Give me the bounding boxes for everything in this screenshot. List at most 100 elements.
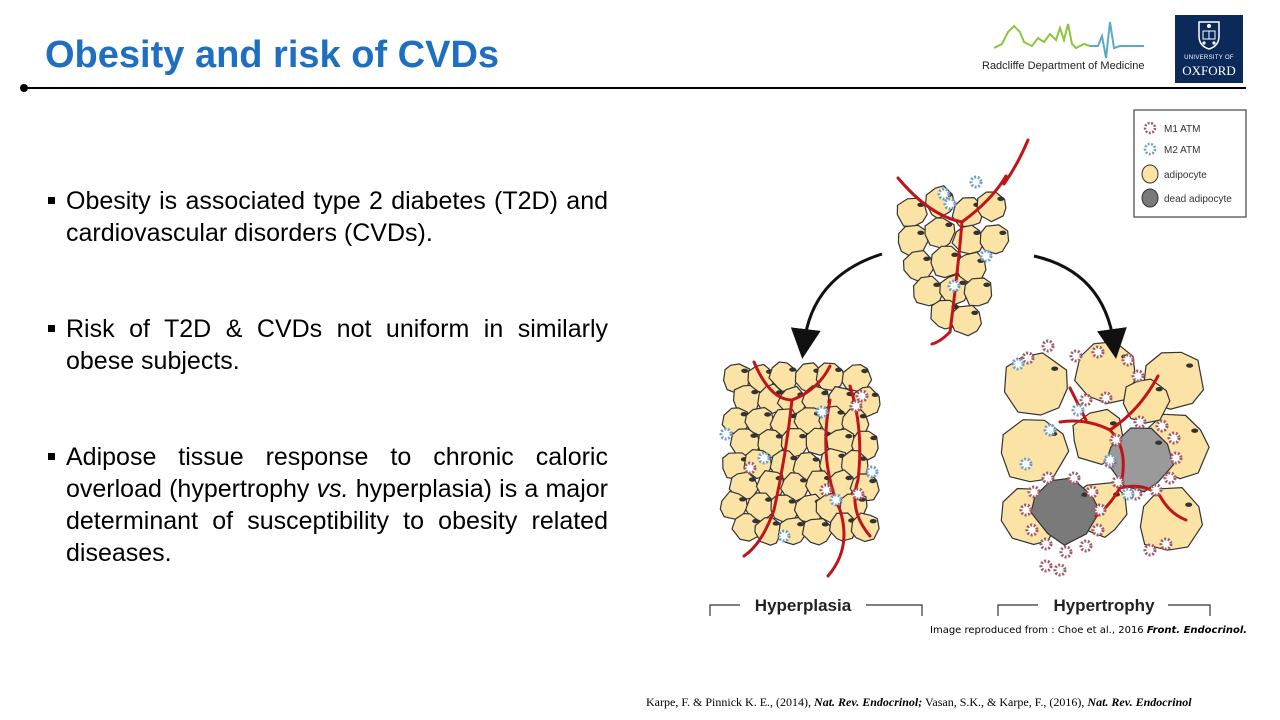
reference-text-1: Karpe, F. & Pinnick K. E., (2014), <box>646 695 815 709</box>
credit-text: Image reproduced from : Choe et al., 201… <box>930 625 1147 636</box>
oxford-logo: UNIVERSITY OF OXFORD <box>1175 15 1243 83</box>
adipose-diagram-svg: M1 ATM M2 ATM adipocyte dead adipocyte H… <box>709 109 1247 616</box>
hyperplasia-label-group: Hyperplasia <box>709 596 923 616</box>
m1-macrophage <box>1041 339 1055 353</box>
ecg-skyline-icon <box>994 21 1144 59</box>
cell-nucleus <box>997 196 1005 201</box>
adipocyte-cell <box>979 224 1010 255</box>
dead-adipocyte-legend-icon <box>1141 188 1159 208</box>
m1-macrophage <box>1039 537 1053 551</box>
adipocyte-cell <box>1000 419 1070 483</box>
cell-nucleus <box>775 390 783 395</box>
m1-macrophage <box>1149 483 1163 497</box>
slide-title: Obesity and risk of CVDs <box>45 34 500 76</box>
m1-macrophage <box>1159 537 1173 551</box>
m1-macrophage <box>1169 451 1183 465</box>
cell-nucleus <box>775 434 783 439</box>
m2-macrophage <box>943 197 957 211</box>
cell-nucleus <box>750 433 758 438</box>
m1-macrophage <box>1121 353 1135 367</box>
m2-macrophage <box>777 529 791 543</box>
m1-macrophage <box>1079 393 1093 407</box>
cell-nucleus <box>1186 363 1194 368</box>
m1-macrophage <box>1067 471 1081 485</box>
m2-macrophage <box>1019 457 1033 471</box>
m2-macrophage <box>1103 453 1117 467</box>
cell-nucleus <box>870 435 878 441</box>
bullet-text-emphasis: vs. <box>316 475 349 503</box>
cell-nucleus <box>764 412 772 417</box>
cell-nucleus <box>845 434 853 439</box>
bracket-left <box>997 604 1038 616</box>
bullet-text-pre: Adipose tissue response to chronic calor… <box>66 443 608 503</box>
adipocyte-cell <box>951 304 983 337</box>
cell-nucleus <box>859 456 867 461</box>
m1-macrophage <box>1111 475 1125 489</box>
cell-nucleus <box>800 478 807 483</box>
legend-m1-label: M1 ATM <box>1164 124 1200 135</box>
reference-text-2: Vasan, S.K., & Karpe, F., (2016), <box>922 695 1088 709</box>
m1-macrophage <box>1091 523 1105 537</box>
blood-vessel <box>930 220 964 346</box>
adipocyte-cell <box>1139 486 1204 551</box>
bullet-item: Risk of T2D & CVDs not uniform in simila… <box>48 313 608 377</box>
bullet-text-post: hyperplasia) is a major determinant of s… <box>66 475 608 567</box>
cell-nucleus <box>1081 492 1089 497</box>
hypertrophy-label-group: Hypertrophy <box>997 596 1211 616</box>
m1-macrophage <box>1155 419 1169 433</box>
m2-macrophage <box>969 175 983 189</box>
cell-nucleus <box>1109 421 1117 426</box>
cell-nucleus <box>788 499 796 504</box>
arrow-to-hypertrophy <box>1033 254 1127 359</box>
cell-nucleus <box>933 282 941 287</box>
cell-nucleus <box>748 477 756 482</box>
legend-adipocyte-label: adipocyte <box>1164 170 1207 181</box>
cell-nucleus <box>1155 440 1163 445</box>
m1-macrophage <box>743 461 757 475</box>
cell-nucleus <box>790 455 798 461</box>
m1-macrophage <box>1163 471 1177 485</box>
legend-m2-label: M2 ATM <box>1164 145 1200 156</box>
bullet-text: Obesity is associated type 2 diabetes (T… <box>66 187 608 247</box>
m1-macrophage <box>1093 503 1107 517</box>
m2-macrophage <box>865 465 879 479</box>
m1-macrophage <box>1133 415 1147 429</box>
cell-nucleus <box>797 522 805 527</box>
cell-nucleus <box>971 310 979 315</box>
cell-nucleus <box>945 222 953 227</box>
cell-nucleus <box>812 457 820 462</box>
m1-macrophage <box>855 389 869 403</box>
bullet-item: Obesity is associated type 2 diabetes (T… <box>48 185 608 249</box>
blood-vessel <box>1058 419 1125 518</box>
m1-macrophage <box>1041 471 1055 485</box>
m2-macrophage <box>1011 357 1025 371</box>
radcliffe-logo: Radcliffe Department of Medicine <box>982 18 1154 80</box>
legend-dead-adipocyte-label: dead adipocyte <box>1164 194 1232 205</box>
m1-macrophage <box>1143 543 1157 557</box>
legend: M1 ATM M2 ATM adipocyte dead adipocyte <box>1133 109 1247 218</box>
reference-journal-2: Nat. Rev. Endocrinol <box>1087 695 1192 709</box>
m1-macrophage <box>1021 351 1035 365</box>
oxford-big-text: OXFORD <box>1182 63 1236 78</box>
m1-macrophage <box>819 483 833 497</box>
hypertrophy-label: Hypertrophy <box>1053 596 1155 615</box>
m1-macrophage <box>1059 545 1073 559</box>
blood-vessel <box>1002 138 1030 186</box>
cell-nucleus <box>799 434 807 439</box>
m1-macrophage <box>1109 433 1123 447</box>
hyperplasia-label: Hyperplasia <box>755 596 852 615</box>
m1-macrophage <box>1079 539 1093 553</box>
m1-macrophage <box>1091 345 1105 359</box>
adipose-diagram: M1 ATM M2 ATM adipocyte dead adipocyte H… <box>700 100 1260 640</box>
square-bullet-icon <box>48 197 55 204</box>
m1-macrophage <box>1099 391 1113 405</box>
m2-macrophage <box>719 427 733 441</box>
cell-nucleus <box>1191 428 1199 433</box>
m1-macrophage <box>1131 369 1145 383</box>
m1-macrophage <box>1167 431 1181 445</box>
cell-nucleus <box>917 230 925 235</box>
m2-macrophage <box>757 451 771 465</box>
m1-macrophage <box>1019 503 1033 517</box>
blood-vessel <box>1118 484 1188 522</box>
radcliffe-text: Radcliffe Department of Medicine <box>982 60 1145 72</box>
